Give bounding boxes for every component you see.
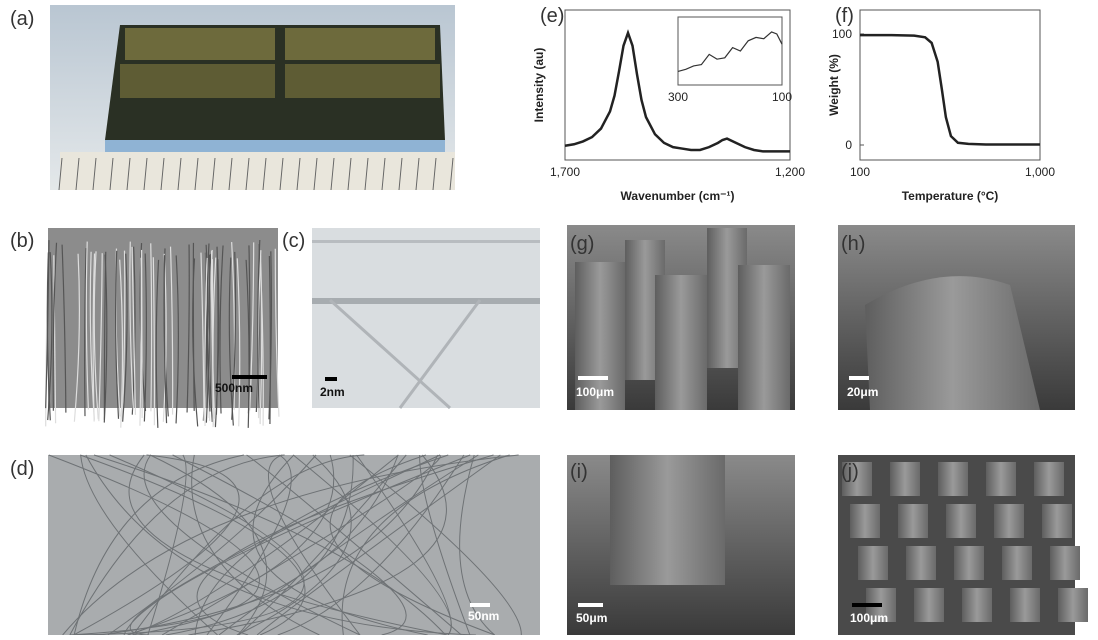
photo-panel bbox=[50, 5, 455, 190]
tube bbox=[312, 240, 540, 243]
panel-label: (i) bbox=[570, 461, 588, 483]
pillar bbox=[655, 275, 707, 410]
scale-bar bbox=[578, 603, 603, 607]
pillar bbox=[1010, 588, 1040, 622]
pillar bbox=[906, 546, 936, 580]
pillar bbox=[898, 504, 928, 538]
panel-label: (c) bbox=[282, 230, 305, 252]
fiber bbox=[212, 259, 213, 427]
pillar bbox=[986, 462, 1016, 496]
pillar bbox=[914, 588, 944, 622]
tube bbox=[312, 298, 540, 304]
scale-bar bbox=[470, 603, 490, 607]
pillar bbox=[994, 504, 1024, 538]
y-tick-label: 0 bbox=[845, 138, 852, 152]
panel-label: (a) bbox=[10, 8, 34, 30]
pillar bbox=[1042, 504, 1072, 538]
x-tick-label: 300 bbox=[668, 90, 688, 104]
figure: 500nm 2nm 50nm 100μm 20μm 50μm 100μm (a)… bbox=[0, 0, 1098, 635]
pillar bbox=[962, 588, 992, 622]
pillar bbox=[954, 546, 984, 580]
data-line bbox=[678, 32, 782, 71]
scale-label: 500nm bbox=[215, 381, 253, 395]
fiber bbox=[142, 250, 143, 418]
panel-label: (h) bbox=[841, 233, 865, 255]
block-top bbox=[285, 64, 440, 98]
y-axis-label: Weight (%) bbox=[827, 54, 841, 116]
block-top bbox=[120, 64, 275, 98]
scale-label: 50μm bbox=[576, 611, 607, 625]
y-tick-label: 100 bbox=[832, 27, 852, 41]
panel-label: (f) bbox=[835, 5, 854, 27]
scale-bar bbox=[852, 603, 882, 607]
scale-label: 20μm bbox=[847, 385, 878, 399]
ruler bbox=[60, 152, 455, 190]
scale-label: 100μm bbox=[850, 611, 888, 625]
block-top bbox=[285, 28, 435, 60]
scale-label: 50nm bbox=[468, 609, 499, 623]
x-axis-label: Temperature (°C) bbox=[902, 189, 999, 203]
panel-label: (g) bbox=[570, 233, 594, 255]
panel-label: (e) bbox=[540, 5, 564, 27]
pillar bbox=[858, 546, 888, 580]
scale-bar bbox=[849, 376, 869, 380]
pillar bbox=[850, 504, 880, 538]
scale-label: 100μm bbox=[576, 385, 614, 399]
plot-frame bbox=[860, 10, 1040, 160]
y-axis-label: Intensity (au) bbox=[532, 48, 546, 123]
pillar bbox=[938, 462, 968, 496]
panel-label: (d) bbox=[10, 458, 34, 480]
x-tick-label: 100 bbox=[850, 165, 870, 179]
panel-label: (b) bbox=[10, 230, 34, 252]
scale-label: 2nm bbox=[320, 385, 345, 399]
pillar bbox=[738, 265, 790, 410]
pillar bbox=[946, 504, 976, 538]
x-tick-label: 1,000 bbox=[1025, 165, 1055, 179]
pillar bbox=[610, 455, 725, 585]
pillar bbox=[1002, 546, 1032, 580]
data-line bbox=[860, 35, 1040, 144]
pillar bbox=[1050, 546, 1080, 580]
x-axis-label: Wavenumber (cm⁻¹) bbox=[621, 189, 735, 203]
x-tick-label: 100 bbox=[772, 90, 792, 104]
tem-image bbox=[312, 228, 540, 408]
x-tick-label: 1,700 bbox=[550, 165, 580, 179]
panel-label: (j) bbox=[841, 461, 859, 483]
scale-bar bbox=[325, 377, 337, 381]
block-top bbox=[125, 28, 275, 60]
pillar bbox=[1058, 588, 1088, 622]
pillar bbox=[1034, 462, 1064, 496]
pillar bbox=[890, 462, 920, 496]
scale-bar bbox=[578, 376, 608, 380]
scale-bar bbox=[232, 375, 267, 379]
substrate bbox=[105, 140, 445, 152]
x-tick-label: 1,200 bbox=[775, 165, 805, 179]
